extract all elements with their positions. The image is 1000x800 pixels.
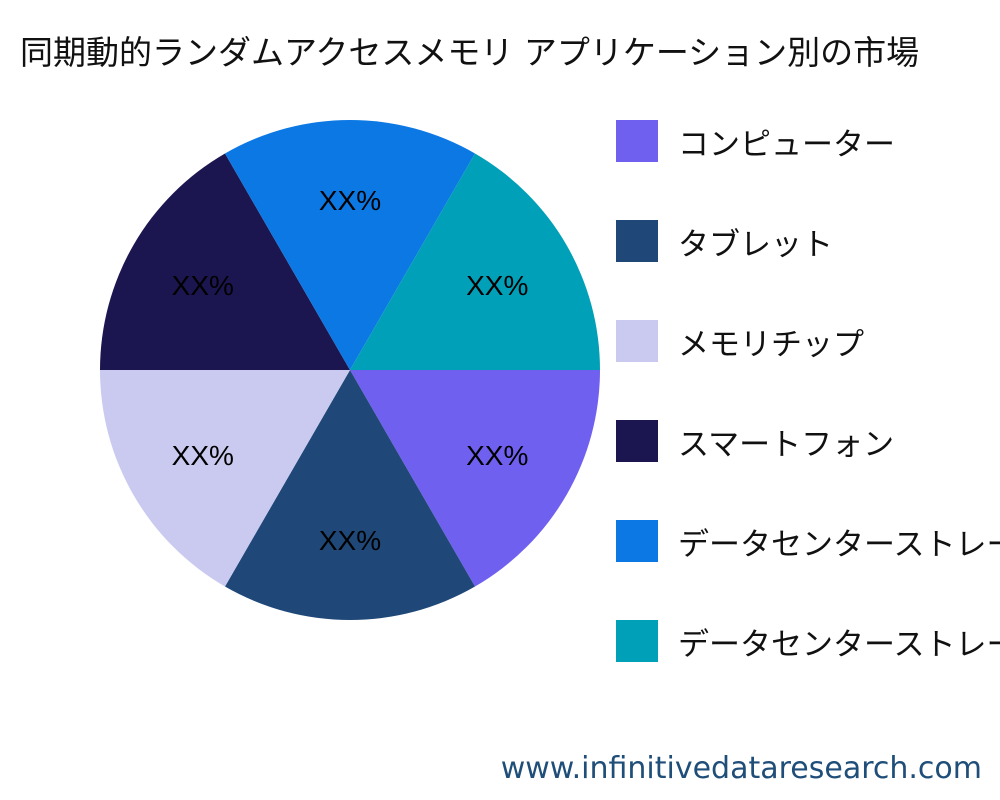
legend-swatch: [616, 220, 658, 262]
pie-slice: [225, 370, 475, 620]
chart-title: 同期動的ランダムアクセスメモリ アプリケーション別の市場: [20, 33, 920, 72]
pie-slice: [225, 119, 475, 370]
slice-data-label: XX%: [466, 440, 528, 471]
legend-swatch: [616, 120, 658, 162]
slice-data-label: XX%: [172, 440, 234, 471]
legend-label: タブレット: [678, 227, 833, 263]
pie-slice: [350, 153, 600, 370]
pie-slice: [350, 370, 600, 587]
slice-data-label: XX%: [319, 525, 381, 556]
slice-data-label: XX%: [466, 270, 528, 301]
legend-label: スマートフォン: [678, 427, 895, 463]
slice-data-label: XX%: [172, 270, 234, 301]
legend-swatch: [616, 620, 658, 662]
legend-label: データセンターストレージ: [678, 527, 1000, 563]
legend-label: コンピューター: [678, 127, 895, 163]
legend-swatch: [616, 520, 658, 562]
pie-slice: [100, 370, 350, 587]
legend-swatch: [616, 320, 658, 362]
legend-label: データセンターストレージ: [678, 627, 1000, 663]
legend-label: メモリチップ: [678, 327, 864, 363]
watermark-url: www.infinitivedataresearch.com: [500, 751, 982, 786]
slice-data-label: XX%: [319, 185, 381, 216]
legend-swatch: [616, 420, 658, 462]
pie-slice: [100, 153, 350, 370]
